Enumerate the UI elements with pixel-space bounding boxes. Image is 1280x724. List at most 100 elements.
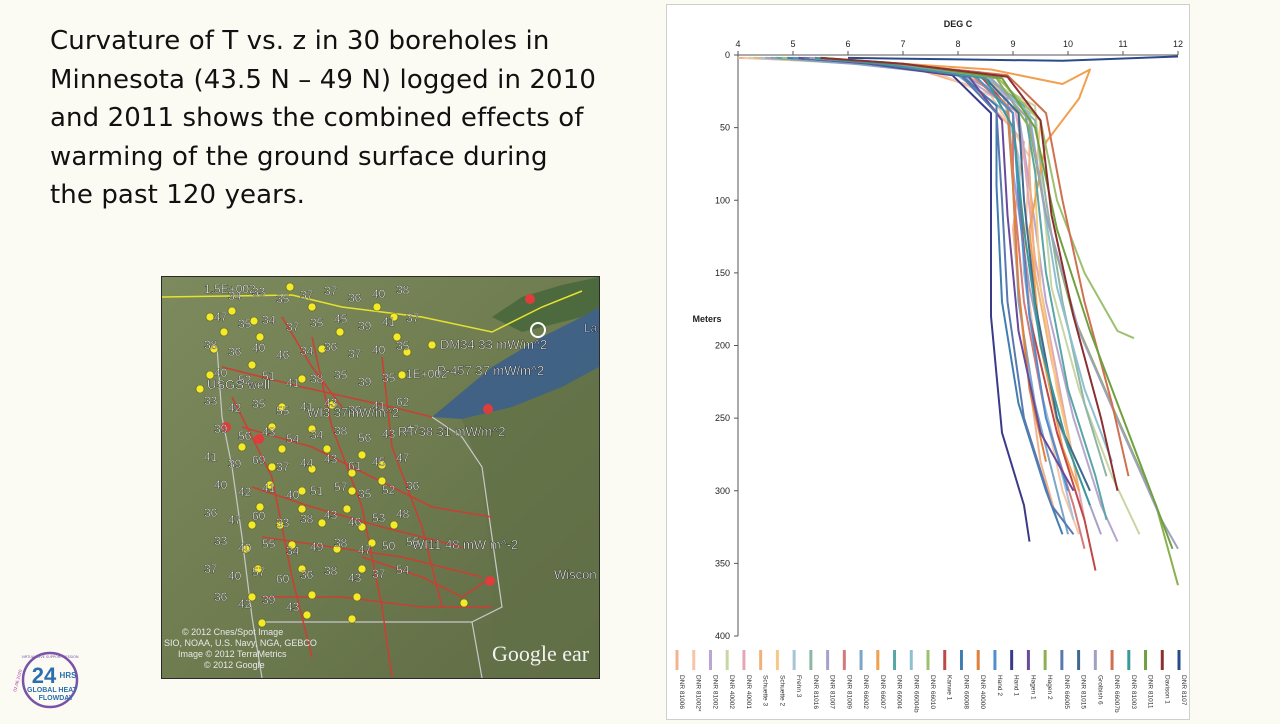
map-heatflow-label: 38: [300, 512, 314, 526]
map-heatflow-label: 55: [276, 404, 290, 418]
map-heatflow-label: 54: [396, 563, 410, 577]
map-heatflow-label: 37: [406, 311, 420, 325]
map-heatflow-label: 38: [334, 424, 348, 438]
x-tick-label: 8: [955, 39, 960, 49]
map-heatflow-label: 33: [276, 516, 290, 530]
map-heatflow-label: 56: [358, 431, 372, 445]
x-tick-label: 12: [1173, 39, 1183, 49]
legend-label: DNR 81002: [711, 675, 718, 709]
map-heatflow-label: 57: [252, 565, 266, 579]
map-credit-4: © 2012 Google: [204, 660, 265, 670]
legend-label: Hagen 2: [1046, 675, 1053, 700]
map-heatflow-label: 61: [348, 459, 362, 473]
y-tick-label: 50: [720, 123, 730, 133]
map-heatflow-label: 41: [204, 450, 218, 464]
legend-label: DNR 81009: [845, 675, 852, 709]
map-heatflow-label: 34: [286, 544, 300, 558]
map-heatflow-label: 51: [310, 484, 324, 498]
map-heatflow-label: 37: [348, 347, 362, 361]
series-line: [781, 56, 1135, 340]
map-heatflow-label: 47: [406, 423, 420, 437]
series-line: [798, 56, 1075, 492]
legend-label: Hand 2: [996, 675, 1003, 696]
map-label-wisconsin: Wiscon: [554, 567, 597, 582]
map-heatflow-label: 52: [382, 483, 396, 497]
series-line: [820, 56, 1119, 492]
map-heatflow-label: 42: [238, 597, 252, 611]
map-heatflow-label: 49: [310, 540, 324, 554]
legend-label: DNR 81007: [829, 675, 836, 709]
logo-number: 24: [32, 663, 57, 688]
x-tick-label: 7: [900, 39, 905, 49]
map-heatflow-label: 52: [238, 373, 252, 387]
logo-line2: FLOWDAY: [39, 695, 74, 702]
map-heatflow-label: 47: [358, 543, 372, 557]
map-heatflow-label: 55: [406, 535, 420, 549]
legend-label: Davison 1: [1163, 675, 1170, 704]
map-heatflow-label: 40: [372, 343, 386, 357]
map-heatflow-label: 50: [382, 539, 396, 553]
map-heatflow-label: 47: [228, 513, 242, 527]
map-heatflow-label: 43: [324, 396, 338, 410]
legend-label: Frehn 3: [795, 675, 802, 698]
map-heatflow-label: 41: [372, 399, 386, 413]
x-tick-label: 9: [1010, 39, 1015, 49]
map-heatflow-label: 43: [324, 508, 338, 522]
map-heatflow-label: 36: [348, 403, 362, 417]
map-heatflow-label: 42: [228, 401, 242, 415]
logo-side-text: 02.06.2020: [12, 668, 23, 692]
map-heatflow-label: 35: [310, 316, 324, 330]
legend-label: DNR 81006: [678, 675, 685, 709]
temperature-depth-chart: DEG C Meters 4 5 6 7 8 9 10 11 12 0 50 100 150 200 250 30…: [666, 4, 1190, 720]
map-heatflow-label: 36: [228, 345, 242, 359]
legend-label: DNR 66004b: [912, 675, 919, 713]
map-heatflow-label: 43: [382, 427, 396, 441]
map-heatflow-label: 35: [358, 487, 372, 501]
map-heatflow-label: 35: [238, 317, 252, 331]
map-heatflow-label: 33: [252, 285, 266, 299]
map-heatflow-label: 40: [372, 287, 386, 301]
legend-label: DNR 66008: [962, 675, 969, 709]
callout-wi3: WI3 37mW/m^2: [307, 405, 399, 420]
x-axis-title: DEG C: [944, 19, 973, 29]
map-heatflow-label: 41: [262, 481, 276, 495]
series-line: [748, 56, 1141, 535]
map-heatflow-label: 37: [300, 288, 314, 302]
legend-label: DNR 66005: [1063, 675, 1070, 709]
map-heatflow-label: 39: [358, 319, 372, 333]
callout-usgs: USGS well: [207, 377, 270, 392]
map-heatflow-label: 51: [262, 369, 276, 383]
legend-label: Hand 1: [1013, 675, 1020, 696]
map-heatflow-label: 33: [214, 534, 228, 548]
map-heatflow-label: 38: [324, 564, 338, 578]
map-heatflow-label: 62: [396, 395, 410, 409]
map-heatflow-label: 1.5E+002: [204, 282, 256, 296]
map-heatflow-label: 44: [300, 456, 314, 470]
map-heatflow-label: 38: [204, 338, 218, 352]
map-heatflow-label: 46: [348, 515, 362, 529]
logo-hrs: HRS: [60, 671, 78, 680]
y-tick-label: 150: [715, 268, 730, 278]
legend-label: Schuette 3: [762, 675, 769, 706]
map-heatflow-label: 41: [300, 400, 314, 414]
map-heatflow-label: 54: [286, 432, 300, 446]
logo-ring-icon: [21, 651, 79, 709]
map-heatflow-label: 35: [334, 368, 348, 382]
legend-label: DNR 81015: [1080, 675, 1087, 709]
legend-label: DNR 81016: [812, 675, 819, 709]
map-heatflow-label: 60: [276, 572, 290, 586]
callout-rt38: RT 38 31 mW/m^2: [398, 424, 506, 439]
map-heatflow-label: 37: [286, 320, 300, 334]
legend-label: DNR 81003: [1130, 675, 1137, 709]
map-heatflow-label: 43: [286, 600, 300, 614]
map-heatflow-label: 40: [214, 366, 228, 380]
legend-label: Hagen 1: [1029, 675, 1036, 700]
map-heatflow-label: 40: [228, 569, 242, 583]
legend-label: DNR 66007: [879, 675, 886, 709]
y-tick-label: 0: [725, 50, 730, 60]
map-heatflow-label: 47: [396, 451, 410, 465]
x-tick-label: 6: [845, 39, 850, 49]
map-heatflow-label: 36: [214, 590, 228, 604]
map-heatflow-label: 40: [238, 541, 252, 555]
